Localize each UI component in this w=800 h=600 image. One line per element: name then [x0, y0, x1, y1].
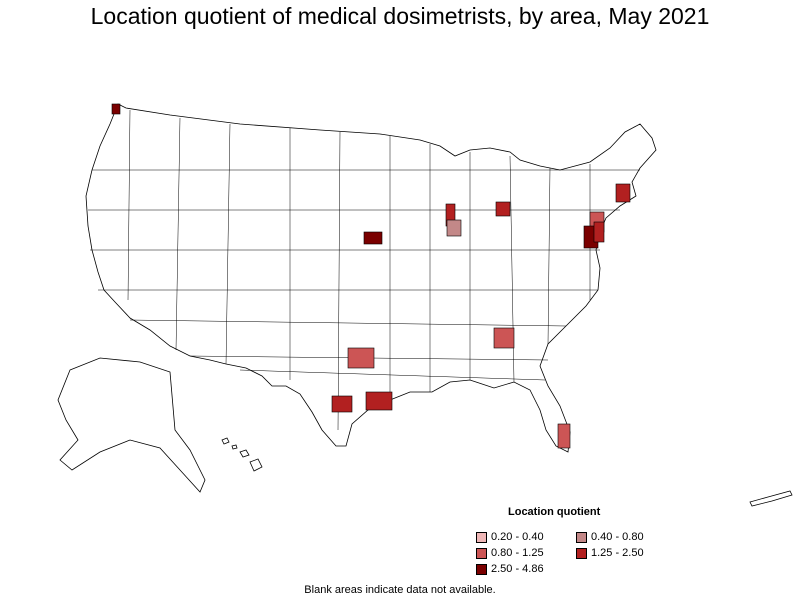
legend-swatch: [476, 547, 487, 559]
area-new-jersey: [593, 221, 605, 243]
legend-item-0: 0.20 - 0.40: [476, 530, 544, 544]
area-detroit: [495, 201, 511, 217]
legend-item-3: 1.25 - 2.50: [576, 546, 644, 560]
legend-label: 1.25 - 2.50: [591, 547, 644, 559]
legend-label: 0.20 - 0.40: [491, 531, 544, 543]
legend-item-4: 2.50 - 4.86: [476, 562, 544, 576]
legend-swatch: [476, 531, 487, 543]
area-houston: [365, 391, 393, 411]
area-nebraska-omaha: [363, 231, 383, 245]
puerto-rico-outline: [749, 490, 793, 507]
legend-swatch: [576, 547, 587, 559]
shaded-areas: [111, 103, 631, 449]
area-wa-northwest: [111, 103, 121, 115]
legend-item-2: 0.80 - 1.25: [476, 546, 544, 560]
area-atlanta: [493, 327, 515, 349]
legend-swatch: [476, 563, 487, 575]
area-boston: [615, 183, 631, 203]
alaska-outline: [57, 357, 206, 493]
hawaii-islands: [221, 437, 263, 472]
legend-label: 2.50 - 4.86: [491, 563, 544, 575]
legend-title: Location quotient: [508, 506, 601, 518]
legend-label: 0.40 - 0.80: [591, 531, 644, 543]
legend-item-1: 0.40 - 0.80: [576, 530, 644, 544]
area-san-antonio: [331, 395, 353, 413]
legend-label: 0.80 - 1.25: [491, 547, 544, 559]
data-availability-note: Blank areas indicate data not available.: [304, 584, 496, 596]
area-illinois-central: [446, 219, 462, 237]
area-dallas: [347, 347, 375, 369]
map-title: Location quotient of medical dosimetrist…: [90, 3, 710, 29]
legend-swatch: [576, 531, 587, 543]
area-south-florida: [557, 423, 571, 449]
